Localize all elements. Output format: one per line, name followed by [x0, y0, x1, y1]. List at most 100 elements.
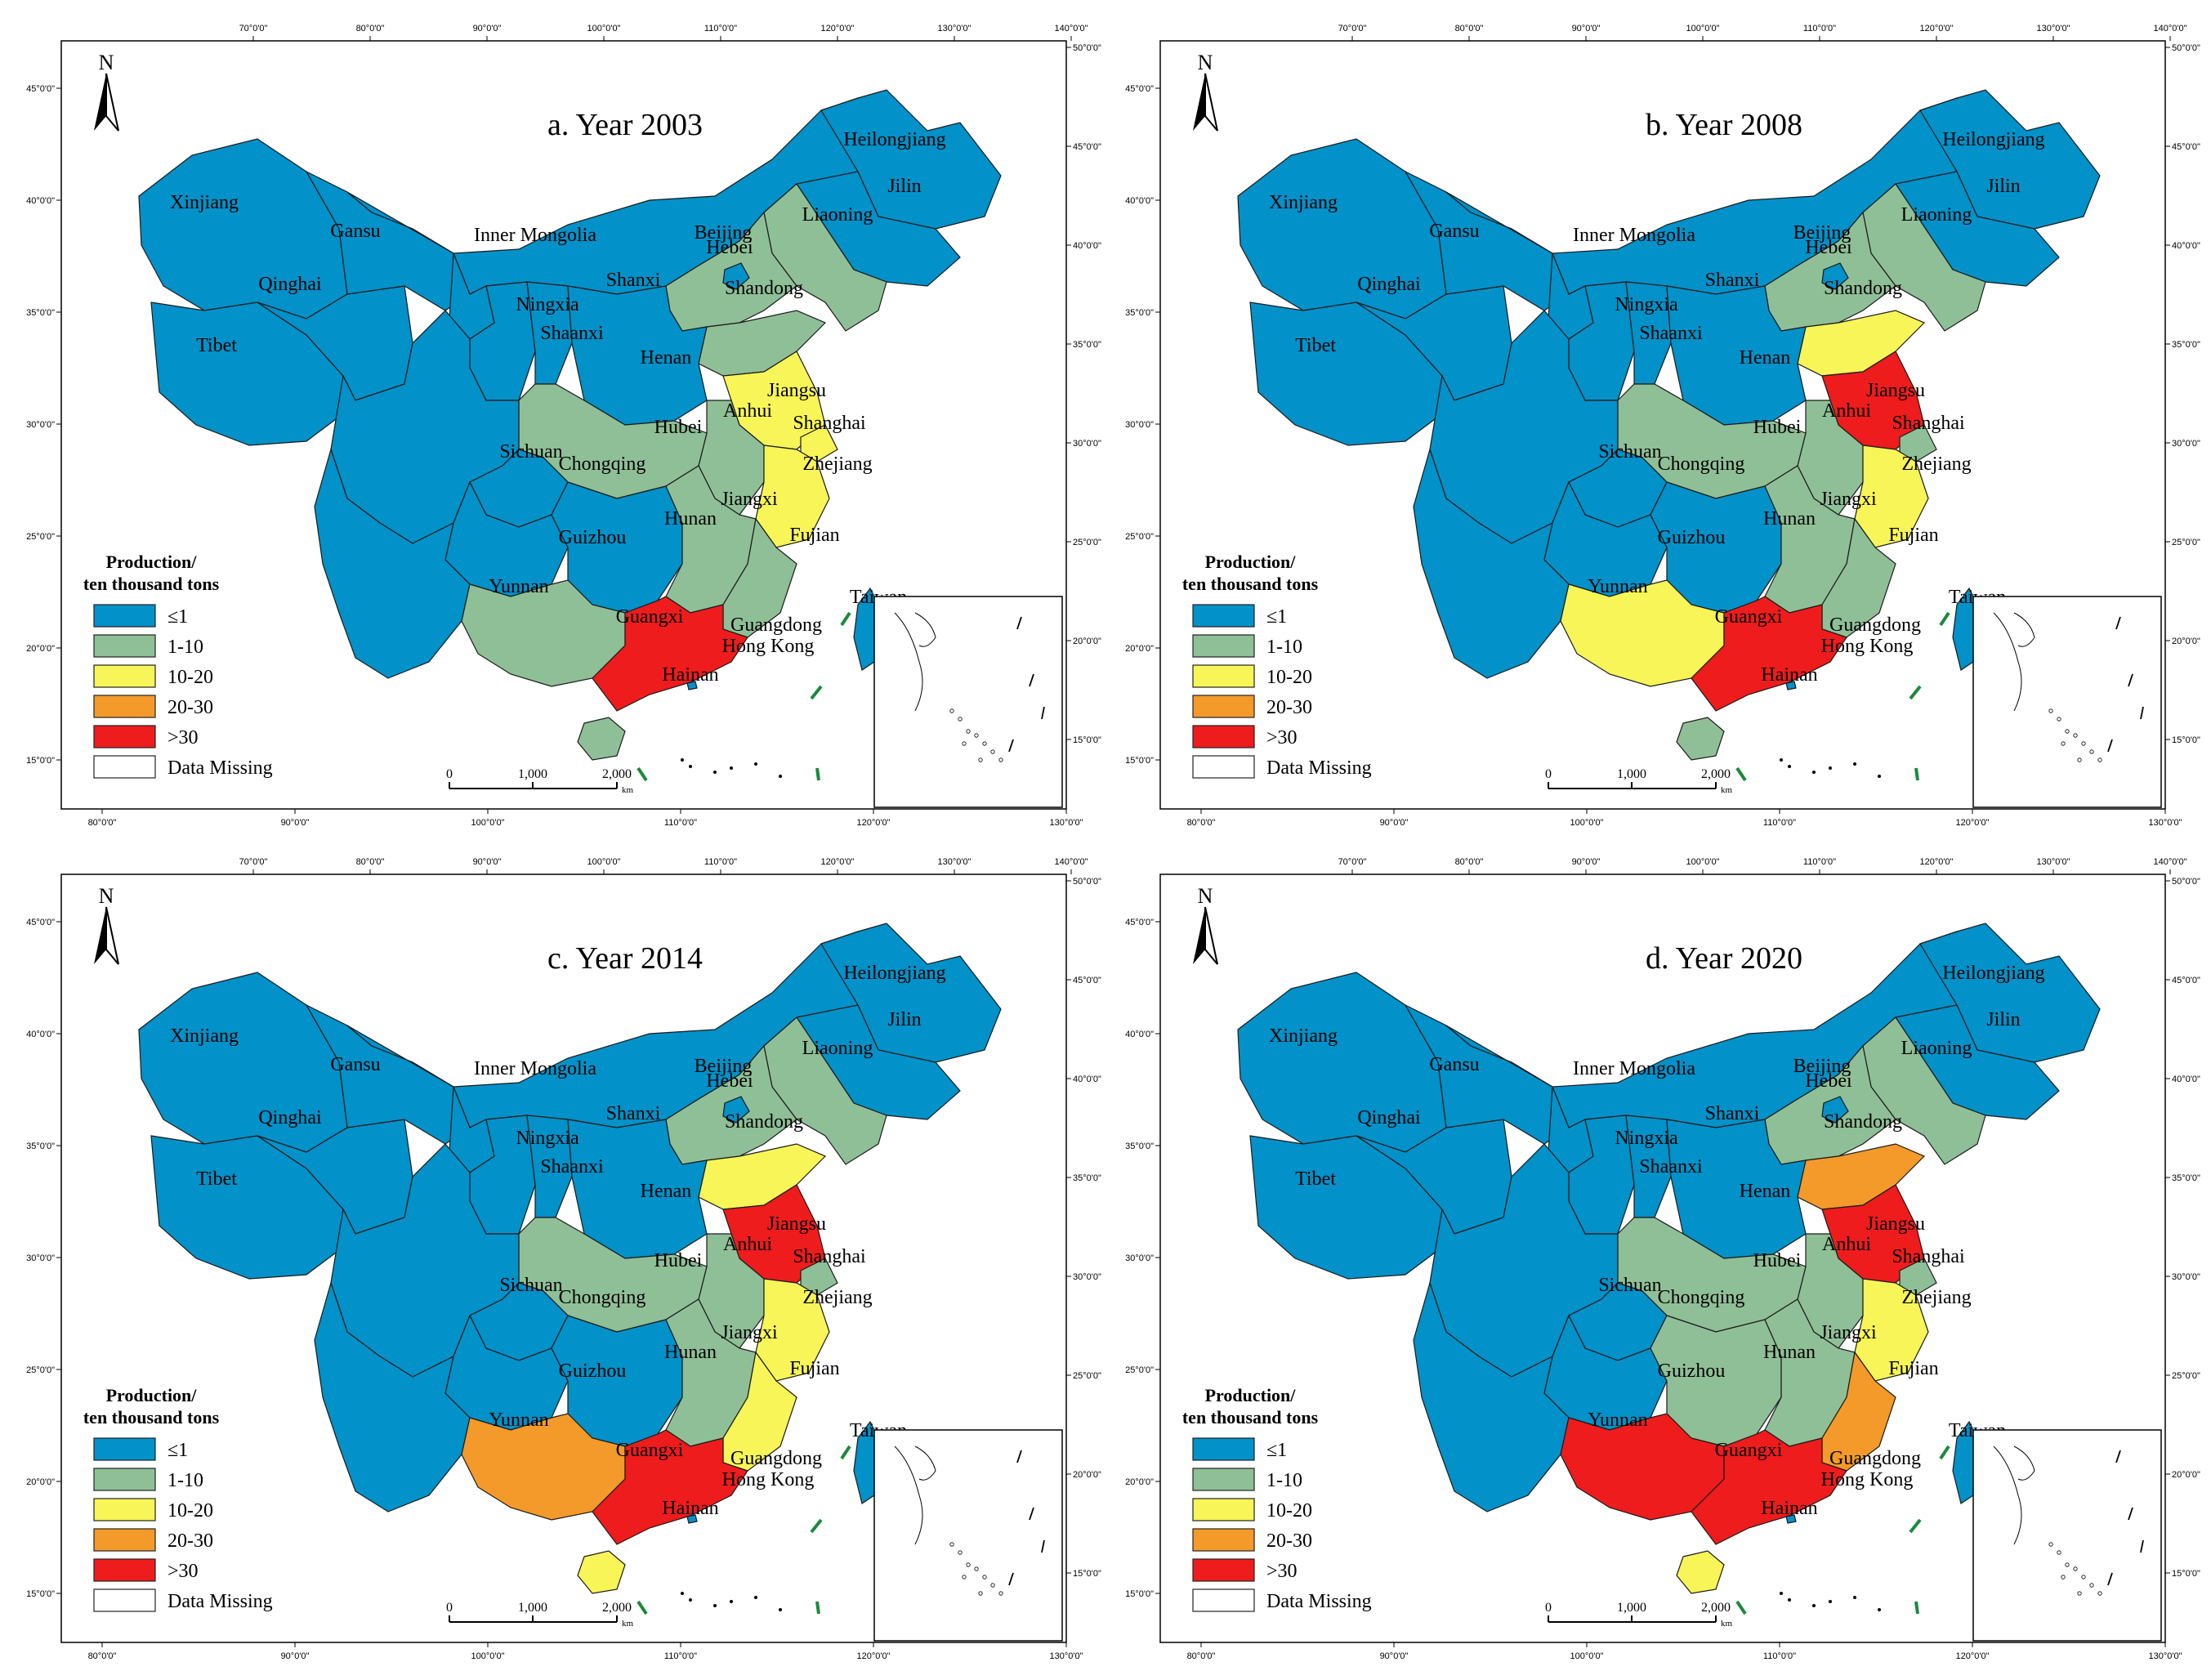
scale-bar-unit: km [1721, 1619, 1733, 1629]
legend-label-gt30: >30 [168, 727, 199, 748]
province-label-hong-kong: Hong Kong [1821, 636, 1914, 657]
scale-bar-unit: km [1721, 785, 1733, 795]
legend-swatch-10-20 [1192, 664, 1255, 688]
panel-title: a. Year 2003 [547, 108, 703, 142]
north-label: N [99, 884, 114, 908]
province-label-beijing: Beijing [695, 1056, 753, 1077]
province-label-gansu: Gansu [330, 1054, 380, 1075]
province-label-xinjiang: Xinjiang [1269, 1025, 1338, 1047]
right-tick-label: 50°0'0" [1073, 877, 1101, 887]
right-tick-label: 45°0'0" [1073, 142, 1101, 152]
south-china-sea-islands [636, 1445, 851, 1615]
province-label-sichuan: Sichuan [499, 1275, 562, 1296]
south-china-sea-islands [636, 611, 851, 782]
bottom-tick-label: 130°0'0" [1050, 1651, 1083, 1661]
province-label-zhejiang: Zhejiang [802, 454, 872, 475]
legend-title-line1: Production/ [106, 552, 198, 572]
province-label-shandong: Shandong [1824, 1111, 1902, 1133]
bottom-tick-label: 90°0'0" [281, 1651, 310, 1661]
top-tick-label: 90°0'0" [473, 857, 502, 867]
left-tick-label: 30°0'0" [1125, 1253, 1154, 1263]
province-label-gansu: Gansu [1429, 1054, 1479, 1075]
province-label-jiangxi: Jiangxi [1820, 489, 1877, 510]
top-tick-label: 130°0'0" [2037, 24, 2070, 34]
top-tick-label: 110°0'0" [704, 857, 737, 867]
province-label-hebei: Hebei [1805, 237, 1852, 258]
top-tick-label: 140°0'0" [1055, 24, 1088, 34]
legend-label-le1: ≤1 [1266, 606, 1287, 628]
left-tick-label: 35°0'0" [1125, 308, 1154, 318]
left-tick-label: 20°0'0" [26, 644, 55, 654]
top-tick-label: 100°0'0" [587, 24, 621, 34]
right-tick-label: 30°0'0" [1073, 439, 1101, 449]
legend-title-line1: Production/ [106, 1385, 198, 1405]
inset-map-south-china-sea [1972, 1429, 2162, 1642]
legend-swatch-gt30 [1192, 1558, 1255, 1582]
province-label-henan: Henan [641, 1181, 692, 1202]
province-label-beijing: Beijing [1793, 1056, 1851, 1077]
scale-bar-label: 1,000 [518, 1601, 547, 1615]
left-tick-label: 15°0'0" [1125, 1589, 1154, 1599]
legend: Production/ten thousand tons ≤1 1-10 10-20 2… [83, 552, 273, 779]
province-label-jiangsu: Jiangsu [767, 1213, 826, 1235]
map-panel-1: 70°0'0" 80°0'0" 90°0'0" 100°0'0" 110°0'0" 120… [26, 24, 1101, 828]
province-hunan [1650, 481, 1782, 614]
right-tick-label: 30°0'0" [2172, 1272, 2200, 1282]
bottom-tick-label: 130°0'0" [2149, 1651, 2182, 1661]
inset-map-south-china-sea [873, 1429, 1063, 1642]
panel-title: b. Year 2008 [1646, 108, 1802, 142]
top-tick-label: 70°0'0" [1338, 24, 1367, 34]
legend-title-line1: Production/ [1205, 552, 1297, 572]
legend-swatch-1-10 [1192, 1468, 1255, 1491]
province-label-fujian: Fujian [789, 1358, 839, 1379]
legend-swatch-missing [1192, 755, 1255, 779]
bottom-tick-label: 110°0'0" [1763, 818, 1796, 828]
scale-bar: 0 1,000 2,000 km [446, 1601, 634, 1629]
province-zhejiang [1854, 445, 1929, 548]
scale-bar-unit: km [622, 1619, 634, 1629]
map-panel-2: 70°0'0" 80°0'0" 90°0'0" 100°0'0" 110°0'0" 120… [1125, 24, 2200, 828]
province-hunan [551, 1315, 683, 1447]
right-tick-label: 40°0'0" [2172, 241, 2200, 251]
province-label-hubei: Hubei [654, 1250, 703, 1271]
legend-title-line1: Production/ [1205, 1385, 1297, 1405]
bottom-tick-label: 90°0'0" [1380, 818, 1409, 828]
legend-label-20-30: 20-30 [168, 697, 213, 718]
scale-bar-label: 2,000 [602, 1601, 632, 1615]
legend-label-10-20: 10-20 [168, 667, 213, 688]
province-label-inner-mongolia: Inner Mongolia [474, 225, 596, 246]
province-label-ningxia: Ningxia [1615, 1128, 1678, 1149]
province-label-zhejiang: Zhejiang [802, 1287, 872, 1308]
province-label-guizhou: Guizhou [1658, 1361, 1726, 1382]
province-label-yunnan: Yunnan [489, 1410, 548, 1431]
bottom-tick-label: 100°0'0" [471, 1651, 505, 1661]
top-tick-label: 80°0'0" [356, 24, 385, 34]
province-label-jilin: Jilin [887, 1009, 921, 1030]
legend-label-1-10: 1-10 [1266, 637, 1302, 658]
province-label-heilongjiang: Heilongjiang [843, 963, 945, 984]
province-label-liaoning: Liaoning [1901, 204, 1972, 226]
bottom-tick-label: 100°0'0" [1570, 818, 1604, 828]
left-tick-label: 40°0'0" [26, 1030, 55, 1039]
right-tick-label: 30°0'0" [1073, 1272, 1101, 1282]
scale-bar-label: 2,000 [1701, 1601, 1731, 1615]
left-tick-label: 20°0'0" [1125, 1477, 1154, 1487]
province-label-liaoning: Liaoning [1901, 1038, 1972, 1059]
left-tick-label: 25°0'0" [1125, 1365, 1154, 1375]
province-label-guangdong: Guangdong [730, 1448, 822, 1469]
province-label-hunan: Hunan [664, 1342, 717, 1363]
province-label-tibet: Tibet [196, 1168, 237, 1190]
scale-bar-label: 2,000 [1701, 767, 1731, 781]
province-label-jiangxi: Jiangxi [1820, 1322, 1877, 1343]
top-tick-label: 120°0'0" [1920, 24, 1954, 34]
right-tick-label: 15°0'0" [1073, 1569, 1101, 1579]
legend-swatch-missing [93, 1588, 156, 1612]
legend-swatch-10-20 [93, 1498, 156, 1521]
province-guangdong [592, 596, 748, 712]
legend-label-10-20: 10-20 [1266, 1500, 1312, 1521]
province-label-heilongjiang: Heilongjiang [1942, 963, 2044, 984]
province-hong-kong [686, 1514, 698, 1524]
province-label-henan: Henan [1740, 347, 1791, 369]
scale-bar-label: 1,000 [1617, 1601, 1646, 1615]
